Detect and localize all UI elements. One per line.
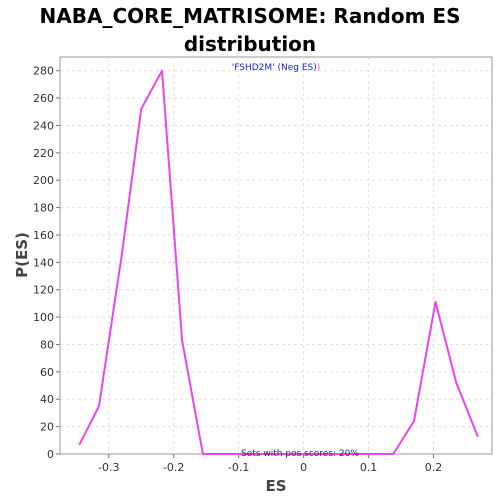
y-tick-label: 20 — [40, 421, 54, 434]
data-point — [202, 453, 204, 455]
x-tick-label: 0 — [300, 461, 307, 474]
x-axis-label: ES — [265, 477, 286, 495]
pos-scores-annotation: Sets with pos scores: 20% — [241, 449, 359, 459]
x-tick-label: 0.1 — [360, 461, 378, 474]
legend-suffix: ) — [317, 63, 321, 73]
label-layer: ES P(ES) 'FSHD2M' (Neg ES)) Sets with po… — [13, 63, 359, 495]
y-tick-label: 240 — [33, 119, 54, 132]
chart-title-line-1: NABA_CORE_MATRISOME: Random ES — [39, 4, 461, 28]
legend-entry: 'FSHD2M' (Neg ES)) — [232, 63, 321, 73]
data-point — [302, 453, 305, 455]
chart-title-line-2: distribution — [183, 32, 317, 56]
y-tick-label: 160 — [33, 229, 54, 242]
y-tick-label: 60 — [40, 366, 54, 379]
data-point — [78, 443, 81, 446]
data-point — [237, 453, 240, 455]
grid-layer — [60, 57, 492, 454]
x-tick-label: 0.2 — [425, 461, 443, 474]
data-point — [434, 301, 437, 303]
data-point — [181, 339, 183, 342]
axis-layer: 0 20 40 60 80 100 120 140 160 180 200 220 240 260 280 -… — [33, 65, 442, 474]
y-tick-label: 80 — [40, 338, 54, 351]
series-layer — [78, 69, 479, 455]
y-tick-label: 100 — [33, 311, 54, 324]
plot-area — [59, 56, 493, 455]
y-tick-label: 280 — [33, 65, 54, 78]
y-tick-label: 140 — [33, 256, 54, 269]
x-tick-label: -0.3 — [98, 461, 119, 474]
y-axis-label: P(ES) — [13, 232, 31, 278]
data-point — [120, 254, 123, 257]
y-tick-label: 40 — [40, 393, 54, 406]
data-point — [367, 453, 370, 455]
y-tick-label: 120 — [33, 284, 54, 297]
y-tick-label: 200 — [33, 174, 54, 187]
data-point — [455, 382, 458, 384]
data-point — [476, 435, 479, 438]
x-tick-label: -0.1 — [228, 461, 249, 474]
legend-text: 'FSHD2M' (Neg ES) — [232, 63, 317, 73]
x-tick-label: -0.2 — [163, 461, 184, 474]
data-point — [140, 108, 143, 110]
chart-title: NABA_CORE_MATRISOME: Random ES distribut… — [0, 2, 500, 58]
y-tick-label: 180 — [33, 202, 54, 215]
y-tick-label: 0 — [47, 448, 54, 461]
data-point — [413, 420, 415, 422]
y-tick-label: 260 — [33, 92, 54, 105]
data-point — [98, 405, 100, 407]
y-tick-label: 220 — [33, 147, 54, 160]
data-point — [392, 453, 395, 455]
data-point — [161, 69, 163, 72]
